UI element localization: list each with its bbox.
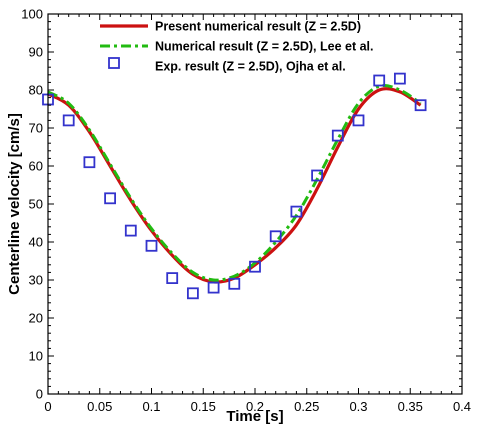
x-tick-label: 0.2 [246, 399, 264, 414]
data-point [311, 169, 324, 182]
x-tick-label: 0.25 [294, 399, 319, 414]
y-tick-label: 40 [29, 235, 43, 250]
y-tick-label: 60 [29, 159, 43, 174]
legend-label: Exp. result (Z = 2.5D), Ojha et al. [155, 60, 346, 74]
data-point [186, 287, 199, 300]
data-point [83, 156, 96, 169]
data-point [331, 129, 344, 142]
x-tick-label: 0.3 [349, 399, 367, 414]
data-point [414, 99, 427, 112]
y-tick-label: 100 [21, 7, 43, 22]
legend-label: Present numerical result (Z = 2.5D) [155, 20, 361, 34]
data-point [207, 281, 220, 294]
x-tick-label: 0.15 [191, 399, 216, 414]
data-point [393, 72, 406, 85]
legend-swatch-exp [108, 57, 120, 69]
data-point [290, 205, 303, 218]
data-point [269, 230, 282, 243]
data-point [124, 224, 137, 237]
y-tick-label: 30 [29, 273, 43, 288]
data-point [145, 239, 158, 252]
x-tick-label: 0.05 [87, 399, 112, 414]
series-line-lee [47, 83, 422, 282]
y-tick-label: 50 [29, 197, 43, 212]
x-axis-label: Time [s] [226, 408, 283, 425]
y-tick-label: 70 [29, 121, 43, 136]
data-point [104, 192, 116, 205]
x-tick-label: 0 [44, 399, 51, 414]
data-point [352, 114, 365, 127]
data-point [166, 272, 179, 285]
y-tick-label: 20 [29, 311, 43, 326]
data-point [373, 74, 386, 87]
y-axis-label: Centerline velocity [cm/s] [6, 113, 23, 295]
y-tick-label: 10 [29, 349, 43, 364]
data-point [228, 277, 241, 290]
legend-label: Numerical result (Z = 2.5D), Lee et al. [155, 40, 373, 54]
data-point [249, 260, 261, 273]
data-point [62, 114, 75, 127]
y-tick-label: 0 [36, 387, 43, 402]
x-tick-label: 0.1 [142, 399, 160, 414]
y-tick-label: 80 [29, 83, 43, 98]
x-tick-label: 0.35 [398, 399, 423, 414]
y-tick-label: 90 [29, 45, 43, 60]
x-tick-label: 0.4 [453, 399, 471, 414]
ticks-layer: 0 0.05 0.1 0.15 0.2 0.25 0.3 0.35 0.4 0 10 20 30 40 50… [21, 7, 471, 415]
legend: Present numerical result (Z = 2.5D) Numer… [100, 20, 373, 74]
